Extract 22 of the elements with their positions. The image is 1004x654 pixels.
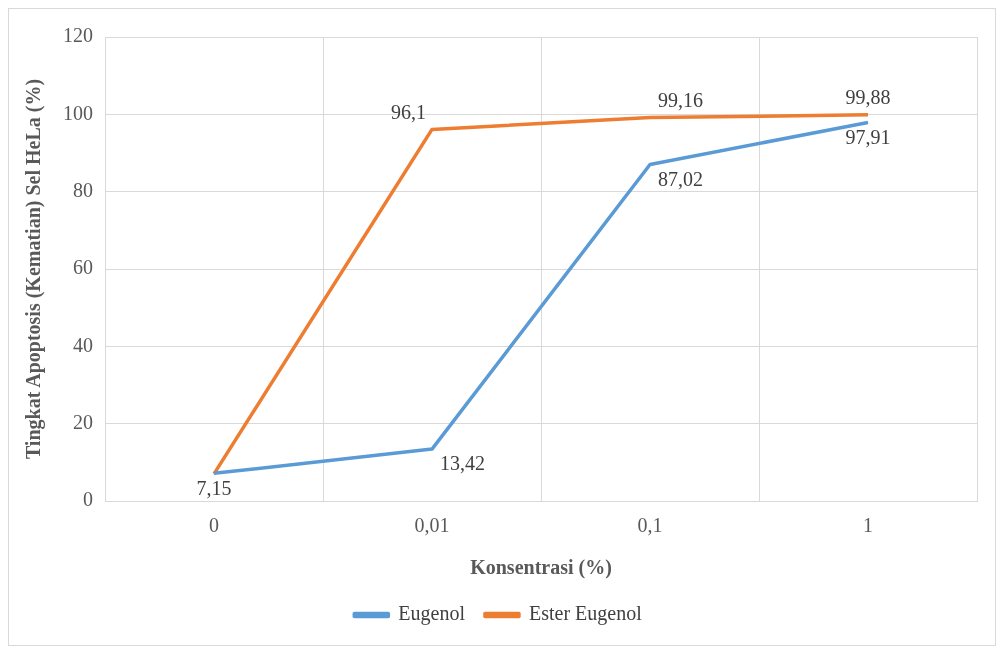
legend-label: Ester Eugenol: [528, 602, 643, 626]
y-tick-label: 80: [73, 178, 93, 201]
y-axis-title: Tingkat Apoptosis (Kematian) Sel HeLa (%): [22, 78, 46, 460]
x-tick-label: 0,1: [637, 514, 663, 537]
y-tick-label: 40: [73, 333, 93, 356]
x-tick-label: 1: [863, 514, 873, 537]
data-label: 13,42: [440, 452, 485, 475]
y-tick-label: 20: [73, 410, 93, 433]
data-label: 96,1: [391, 100, 426, 123]
data-label: 99,88: [845, 86, 891, 109]
y-tick-label: 0: [83, 488, 93, 511]
legend-label: Eugenol: [398, 602, 466, 626]
data-label: 87,02: [658, 167, 703, 190]
x-axis-title: Konsentrasi (%): [470, 556, 612, 580]
y-tick-label: 100: [63, 101, 93, 124]
x-tick-label: 0,01: [414, 514, 450, 537]
y-tick-label: 60: [73, 256, 93, 279]
data-label: 97,91: [845, 125, 891, 148]
data-label: 7,15: [196, 476, 232, 499]
y-tick-label: 120: [63, 24, 93, 47]
x-tick-label: 0: [209, 514, 219, 537]
data-label: 99,16: [658, 88, 703, 111]
